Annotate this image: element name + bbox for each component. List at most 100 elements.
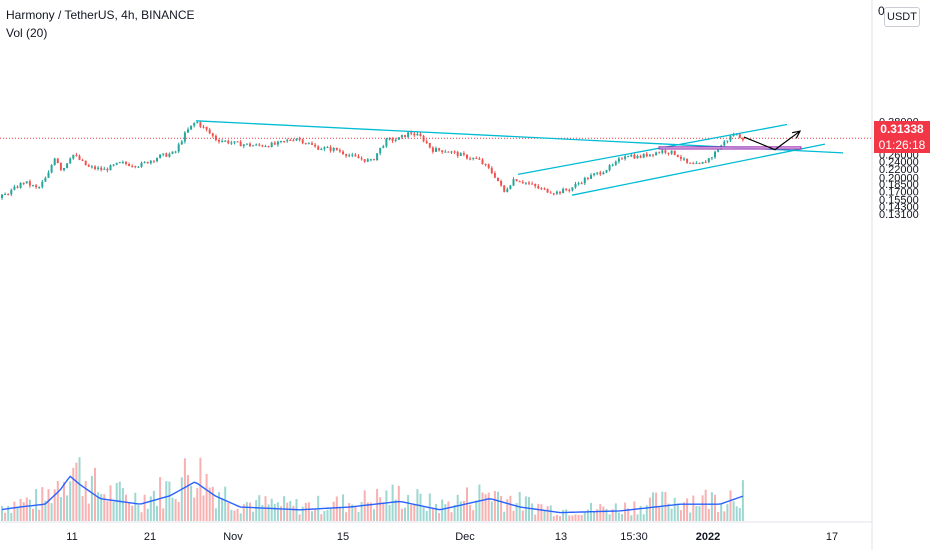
- candle-body: [180, 141, 183, 145]
- candle-body: [196, 122, 199, 124]
- candle-body: [667, 152, 670, 154]
- plot-area[interactable]: [0, 0, 872, 550]
- volume-bar: [580, 515, 583, 521]
- candle-body: [131, 165, 134, 167]
- volume-bar: [183, 458, 186, 521]
- candle-body: [562, 188, 565, 194]
- volume-bar: [478, 484, 481, 521]
- volume-bar: [335, 496, 338, 521]
- volume-bar: [190, 485, 193, 521]
- volume-bar: [72, 467, 75, 521]
- candle-body: [624, 156, 627, 159]
- volume-bar: [249, 502, 251, 521]
- volume-bar: [261, 504, 264, 521]
- volume-bar: [134, 492, 137, 521]
- candle-body: [379, 147, 382, 154]
- volume-bar: [280, 506, 282, 521]
- volume-bar: [410, 504, 413, 521]
- volume-bar: [608, 514, 611, 521]
- volume-indicator-label[interactable]: Vol (20): [6, 26, 48, 40]
- candle-body: [670, 150, 673, 154]
- candle-body: [314, 144, 317, 147]
- candle-body: [472, 157, 475, 159]
- volume-bar: [726, 504, 729, 521]
- candle-body: [258, 144, 261, 146]
- support-zone-rectangle[interactable]: [658, 146, 802, 150]
- volume-bar: [84, 481, 87, 521]
- candle-body: [221, 140, 224, 142]
- volume-bar: [298, 514, 301, 521]
- candle-body: [289, 139, 292, 141]
- volume-bar: [487, 492, 490, 521]
- candle-body: [115, 162, 118, 165]
- volume-bar: [639, 505, 642, 521]
- candle-body: [218, 140, 220, 142]
- candle-body: [363, 159, 366, 162]
- candle-body: [165, 153, 168, 157]
- volume-bar: [373, 509, 375, 521]
- candle-body: [354, 154, 357, 157]
- volume-bar: [211, 486, 214, 521]
- candle-body: [438, 148, 441, 151]
- volume-bar: [239, 513, 242, 521]
- candle-body: [407, 132, 410, 137]
- candle-body: [4, 193, 7, 195]
- candle-body: [245, 143, 248, 145]
- volume-bar: [165, 481, 168, 521]
- channel-lower-line[interactable]: [571, 143, 826, 196]
- volume-bar: [47, 489, 50, 521]
- volume-bar: [255, 500, 258, 521]
- candle-body: [1, 194, 3, 198]
- candle-body: [593, 173, 596, 176]
- currency-button[interactable]: USDT: [884, 7, 920, 27]
- candle-body: [549, 192, 552, 194]
- candle-body: [503, 185, 506, 192]
- candle-body: [320, 149, 323, 151]
- candle-body: [555, 191, 558, 194]
- candle-body: [78, 155, 81, 160]
- candle-body: [524, 182, 527, 184]
- volume-bar: [741, 480, 744, 521]
- volume-bar: [695, 506, 698, 521]
- volume-bar: [13, 501, 16, 521]
- volume-bar: [512, 510, 515, 521]
- y-tick-label: 0.20000: [879, 172, 919, 184]
- symbol-title[interactable]: Harmony / TetherUS, 4h, BINANCE: [6, 8, 195, 22]
- candle-body: [478, 158, 481, 160]
- y-tick-label: 0.22000: [879, 164, 919, 176]
- volume-bar: [493, 491, 496, 521]
- candle-body: [590, 175, 592, 179]
- volume-bar: [289, 500, 292, 521]
- candle-body: [487, 164, 490, 168]
- volume-bar: [196, 488, 199, 521]
- volume-bar: [385, 490, 388, 521]
- candle-body: [140, 162, 143, 167]
- candle-body: [404, 135, 406, 137]
- volume-bar: [90, 475, 93, 521]
- candle-body: [242, 144, 245, 147]
- volume-bar: [698, 506, 701, 521]
- candle-body: [112, 164, 115, 166]
- volume-bar: [106, 501, 109, 521]
- volume-bar: [171, 497, 174, 521]
- volume-bar: [667, 503, 670, 521]
- candle-body: [276, 141, 279, 145]
- volume-bar: [357, 512, 360, 521]
- projection-path[interactable]: [743, 130, 801, 151]
- candle-body: [252, 145, 255, 147]
- y-tick-label: 0.24000: [879, 157, 919, 169]
- candle-body: [435, 148, 437, 152]
- candle-body: [143, 161, 146, 163]
- channel-upper-line[interactable]: [517, 123, 788, 176]
- candle-body: [543, 188, 546, 190]
- candle-body: [679, 156, 682, 160]
- candle-body: [75, 154, 78, 156]
- volume-bar: [16, 507, 19, 521]
- volume-bar: [311, 511, 313, 521]
- volume-bar: [242, 504, 245, 521]
- volume-bar: [435, 504, 437, 521]
- volume-bar: [540, 504, 543, 521]
- candle-body: [583, 177, 586, 184]
- volume-bar: [707, 508, 710, 521]
